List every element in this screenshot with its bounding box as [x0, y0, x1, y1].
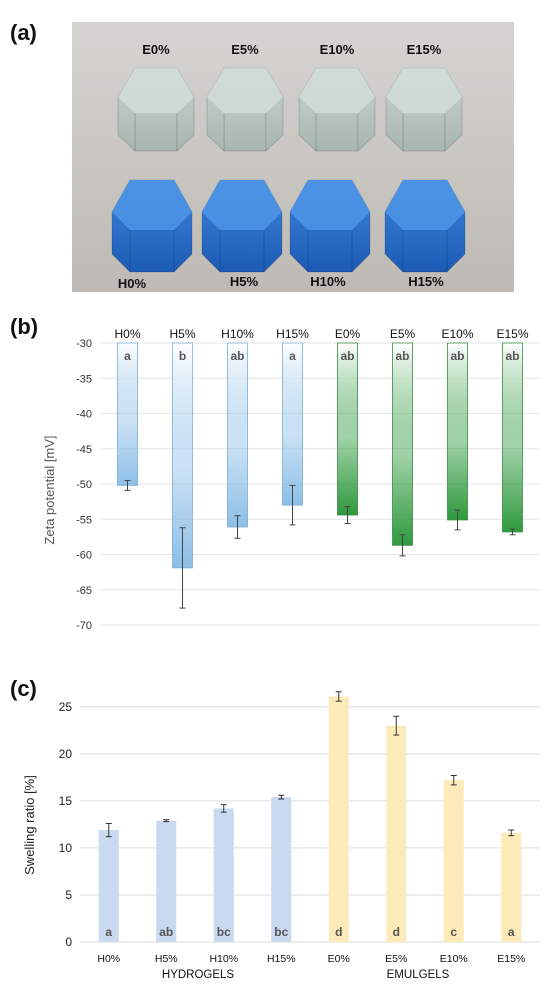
emulgel-block-0	[117, 67, 195, 152]
swelling-significance-letter: d	[335, 925, 342, 939]
zeta-y-tick-label: -55	[76, 514, 92, 526]
swelling-significance-letter: d	[393, 925, 400, 939]
swelling-y-tick-label: 10	[59, 841, 73, 855]
swelling-bar	[328, 696, 349, 942]
zeta-category-label: H5%	[169, 327, 195, 341]
zeta-bar	[337, 342, 358, 516]
zeta-category-label: H10%	[221, 327, 254, 341]
zeta-significance-letter: ab	[505, 349, 519, 363]
swelling-x-tick-label: H10%	[209, 953, 238, 965]
zeta-category-label: E10%	[441, 327, 473, 341]
emulgel-block-1	[206, 67, 284, 152]
panel-label-b: (b)	[10, 314, 39, 339]
zeta-category-label: E5%	[390, 327, 416, 341]
zeta-bar	[227, 342, 248, 528]
swelling-bar	[501, 832, 522, 942]
swelling-significance-letter: a	[105, 925, 112, 939]
zeta-y-tick-label: -40	[76, 409, 92, 421]
swelling-x-tick-label: H15%	[267, 953, 296, 965]
hydrogel-block-0	[111, 179, 193, 273]
zeta-category-label: H15%	[276, 327, 309, 341]
zeta-y-tick-label: -60	[76, 550, 92, 562]
photo-bottom-labels: H0% H5% H10% H15%	[118, 274, 444, 291]
hydrogel-block-2	[289, 179, 371, 273]
swelling-bar	[386, 725, 407, 942]
zeta-y-axis-label: Zeta potential [mV]	[42, 435, 57, 544]
zeta-y-tick-label: -35	[76, 373, 92, 385]
zeta-y-tick-label: -45	[76, 444, 92, 456]
photo-label-h10: H10%	[310, 274, 346, 289]
swelling-ratio-chart: a ab bc bc d d c a 0 5 10 15 20 25 H0% H5% H10% H15% E0%…	[22, 691, 540, 981]
swelling-y-tick-label: 0	[65, 935, 72, 949]
swelling-y-tick-label: 15	[59, 794, 73, 808]
zeta-significance-letter: ab	[395, 349, 409, 363]
swelling-bar	[213, 808, 234, 942]
zeta-bar	[502, 342, 523, 533]
zeta-bar	[282, 342, 303, 506]
swelling-y-tick-label: 20	[59, 747, 73, 761]
swelling-x-tick-label: E5%	[385, 953, 407, 965]
swelling-significance-letter: c	[450, 925, 457, 939]
zeta-bar	[117, 342, 138, 486]
zeta-significance-letter: a	[289, 349, 296, 363]
photo-label-h0: H0%	[118, 276, 147, 291]
zeta-category-label: E0%	[335, 327, 361, 341]
swelling-x-tick-label: H5%	[155, 953, 178, 965]
swelling-x-tick-label: E0%	[328, 953, 350, 965]
photo-label-h5: H5%	[230, 274, 259, 289]
swelling-bar	[98, 830, 119, 942]
swelling-bar	[443, 780, 464, 942]
zeta-y-tick-label: -65	[76, 585, 92, 597]
panel-label-c: (c)	[10, 676, 37, 701]
swelling-significance-letter: a	[508, 925, 515, 939]
swelling-y-tick-label: 5	[65, 888, 72, 902]
swelling-y-tick-label: 25	[59, 700, 73, 714]
zeta-bar	[447, 342, 468, 521]
photo-label-e0: E0%	[142, 42, 170, 57]
zeta-y-tick-label: -70	[76, 620, 92, 632]
zeta-category-label: H0%	[114, 327, 140, 341]
swelling-x-tick-label: E10%	[440, 953, 468, 965]
group-label-hydrogels: HYDROGELS	[162, 969, 235, 981]
samples-photo: E0% E5% E10% E15% H0% H5% H10% H15%	[72, 22, 514, 292]
swelling-x-tick-label: E15%	[497, 953, 525, 965]
zeta-bar	[392, 342, 413, 546]
zeta-significance-letter: ab	[340, 349, 354, 363]
photo-label-h15: H15%	[408, 274, 444, 289]
zeta-significance-letter: ab	[230, 349, 244, 363]
zeta-significance-letter: ab	[450, 349, 464, 363]
swelling-bar	[271, 797, 292, 942]
zeta-potential-chart: H0% a H5% b H10% ab H15% a E0% ab E5% ab E10% ab E15% a…	[42, 327, 540, 632]
swelling-significance-letter: bc	[217, 925, 231, 939]
swelling-significance-letter: ab	[159, 925, 173, 939]
photo-label-e15: E15%	[407, 42, 442, 57]
photo-label-e10: E10%	[320, 42, 355, 57]
zeta-y-tick-label: -50	[76, 479, 92, 491]
swelling-y-axis-label: Swelling ratio [%]	[22, 775, 37, 875]
zeta-significance-letter: b	[179, 349, 186, 363]
swelling-bar	[156, 820, 177, 942]
hydrogel-block-3	[384, 179, 466, 273]
zeta-category-label: E15%	[496, 327, 528, 341]
photo-top-labels: E0% E5% E10% E15%	[142, 42, 442, 57]
zeta-y-tick-label: -30	[76, 338, 92, 350]
swelling-significance-letter: bc	[274, 925, 288, 939]
emulgel-block-2	[298, 67, 376, 152]
swelling-x-tick-label: H0%	[97, 953, 120, 965]
panel-label-a: (a)	[10, 20, 37, 45]
emulgel-block-3	[385, 67, 463, 152]
group-label-emulgels: EMULGELS	[387, 969, 450, 981]
hydrogel-block-1	[201, 179, 283, 273]
photo-label-e5: E5%	[231, 42, 259, 57]
zeta-significance-letter: a	[124, 349, 131, 363]
